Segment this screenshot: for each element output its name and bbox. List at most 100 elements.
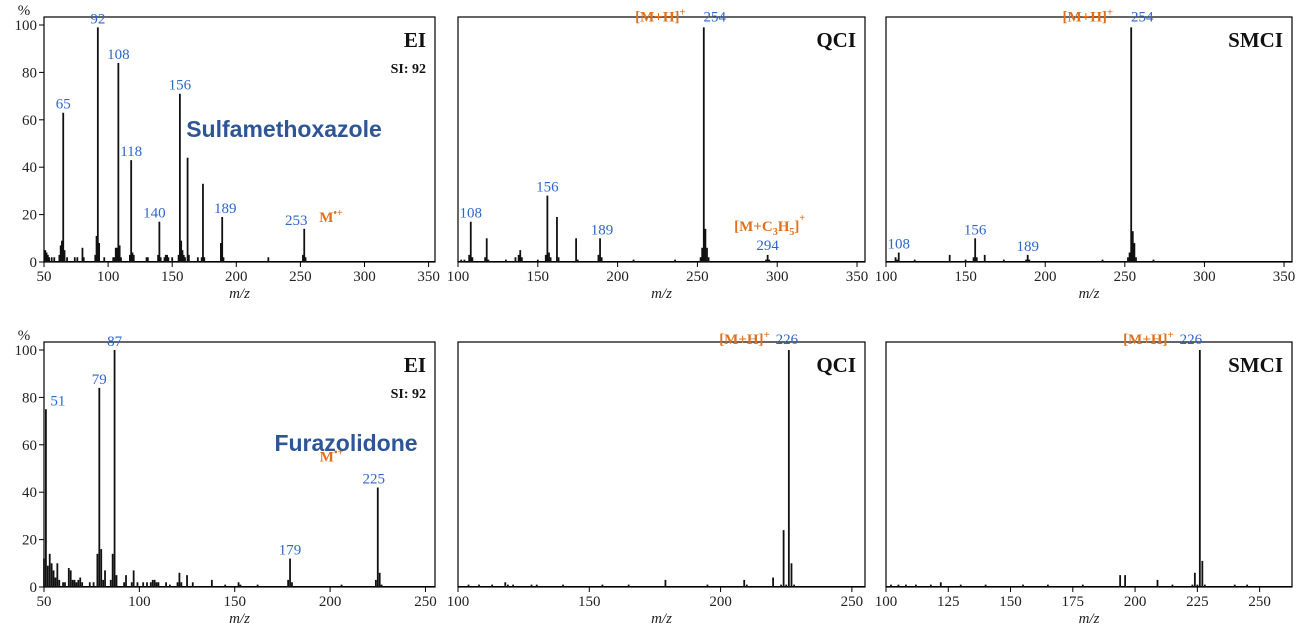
peak-mz-label: 189 — [591, 222, 614, 238]
adduct-ion-annotation: [M+C3H5]+ — [734, 213, 805, 238]
x-axis-label: m/z — [651, 611, 672, 627]
ionization-mode: SMCI — [1228, 353, 1283, 377]
x-tick-label: 350 — [417, 269, 440, 285]
plot-frame — [457, 16, 866, 263]
x-tick-label: 100 — [447, 269, 470, 285]
x-tick-label: 100 — [875, 269, 898, 285]
x-tick-label: 150 — [527, 269, 550, 285]
ion-formula: M — [320, 449, 334, 465]
peak-mz-label: 226 — [776, 332, 799, 348]
ion-annotation: [M+H]+ — [1063, 6, 1114, 25]
x-tick-label: 300 — [766, 269, 789, 285]
y-tick-label: 60 — [22, 438, 37, 454]
ion-formula: M — [319, 210, 333, 226]
x-tick-label: 300 — [353, 269, 376, 285]
y-tick-label: 0 — [30, 255, 38, 271]
x-tick-label: 150 — [223, 594, 246, 610]
y-tick-label: 80 — [22, 65, 37, 81]
peak-mz-label: 65 — [56, 97, 71, 113]
ion-formula-part: + — [799, 213, 805, 224]
molecular-ion-annotation: M•+ — [319, 208, 343, 226]
x-tick-label: 250 — [841, 594, 864, 610]
ion-formula-part: ] — [794, 219, 799, 235]
peak-mz-label: 92 — [90, 11, 105, 27]
similarity-index: SI: 92 — [391, 62, 426, 77]
ionization-mode: EI — [404, 28, 426, 52]
ionization-mode: SMCI — [1228, 28, 1283, 52]
x-tick-label: 100 — [447, 594, 470, 610]
x-tick-label: 300 — [1193, 269, 1216, 285]
y-tick-label: 20 — [22, 208, 37, 224]
x-axis-label: m/z — [1079, 286, 1100, 302]
compound-name: Furazolidone — [274, 430, 417, 456]
peak-mz-label: 108 — [107, 47, 130, 63]
peak-mz-label: 294 — [756, 238, 779, 254]
x-tick-label: 350 — [1273, 269, 1296, 285]
x-tick-label: 200 — [606, 269, 629, 285]
spectrum-panel-3: 100 150 200 250 300 350 m/z SMCI 108 156 189 254 [M+… — [875, 6, 1296, 302]
peak-mz-label: 226 — [1180, 332, 1203, 348]
x-axis-label: m/z — [651, 286, 672, 302]
ion-formula-part: H — [778, 219, 790, 235]
molecular-ion-annotation: M•+ — [320, 447, 344, 465]
ion-formula: [M+H] — [635, 9, 679, 25]
peak-mz-label: 189 — [1016, 239, 1039, 255]
y-tick-label: 40 — [22, 160, 37, 176]
peak-mz-label: 156 — [169, 78, 192, 94]
x-axis-label: m/z — [229, 611, 250, 627]
x-tick-label: 200 — [1034, 269, 1057, 285]
y-axis-unit: % — [18, 3, 31, 19]
plot-frame — [885, 16, 1293, 263]
ion-charge: •+ — [334, 447, 344, 458]
y-axis-unit: % — [18, 328, 31, 344]
x-tick-label: 200 — [319, 594, 342, 610]
ion-formula-part: 5 — [789, 227, 794, 238]
ion-charge: + — [680, 6, 686, 18]
peak-mz-label: 108 — [887, 237, 910, 253]
spectrum-panel-2: 100 150 200 250 300 350m/zQCI108156189254294[… — [447, 6, 869, 302]
x-axis-label: m/z — [1079, 611, 1100, 627]
y-tick-label: 60 — [22, 113, 37, 129]
x-tick-label: 250 — [686, 269, 709, 285]
x-tick-label: 200 — [225, 269, 248, 285]
x-tick-label: 100 — [875, 594, 898, 610]
spectrum-panel-1: 50 100 150 200 250 300 350 m/z 0 20 40 60 80 100% EI SI… — [15, 3, 440, 302]
y-tick-label: 100 — [15, 18, 38, 34]
similarity-index: SI: 92 — [391, 387, 426, 402]
x-tick-label: 200 — [1124, 594, 1147, 610]
x-tick-label: 150 — [999, 594, 1022, 610]
peak-mz-label: 254 — [704, 9, 727, 25]
x-tick-label: 100 — [128, 594, 151, 610]
x-tick-label: 250 — [414, 594, 437, 610]
y-tick-label: 100 — [15, 343, 38, 359]
x-tick-label: 225 — [1186, 594, 1209, 610]
plot-frame — [457, 341, 866, 588]
x-tick-label: 200 — [709, 594, 732, 610]
ionization-mode: EI — [404, 353, 426, 377]
x-tick-label: 250 — [1114, 269, 1137, 285]
x-tick-label: 125 — [937, 594, 960, 610]
peak-mz-label: 51 — [50, 393, 65, 409]
x-tick-label: 250 — [1248, 594, 1271, 610]
x-tick-label: 50 — [37, 269, 52, 285]
ion-annotation: [M+H]+ — [719, 329, 770, 348]
x-tick-label: 175 — [1062, 594, 1085, 610]
x-tick-label: 150 — [954, 269, 977, 285]
ion-charge: •+ — [333, 208, 343, 219]
ion-annotation: [M+H]+ — [635, 6, 686, 25]
peak-mz-label: 118 — [120, 144, 142, 160]
peak-mz-label: 140 — [143, 206, 166, 222]
ion-formula: [M+H] — [1123, 332, 1167, 348]
peak-mz-label: 87 — [107, 334, 123, 350]
spectrum-panel-6: 100 125 150 175 200 225 250 m/z SMCI 226 [M+H]+ — [875, 329, 1293, 627]
y-tick-label: 20 — [22, 533, 37, 549]
ion-formula-part: 3 — [773, 227, 778, 238]
x-axis-label: m/z — [229, 286, 250, 302]
y-tick-label: 40 — [22, 485, 37, 501]
x-tick-label: 150 — [161, 269, 184, 285]
peak-mz-label: 79 — [92, 372, 107, 388]
peak-mz-label: 253 — [285, 213, 308, 229]
y-tick-label: 80 — [22, 390, 37, 406]
ion-annotation: [M+H]+ — [1123, 329, 1174, 348]
